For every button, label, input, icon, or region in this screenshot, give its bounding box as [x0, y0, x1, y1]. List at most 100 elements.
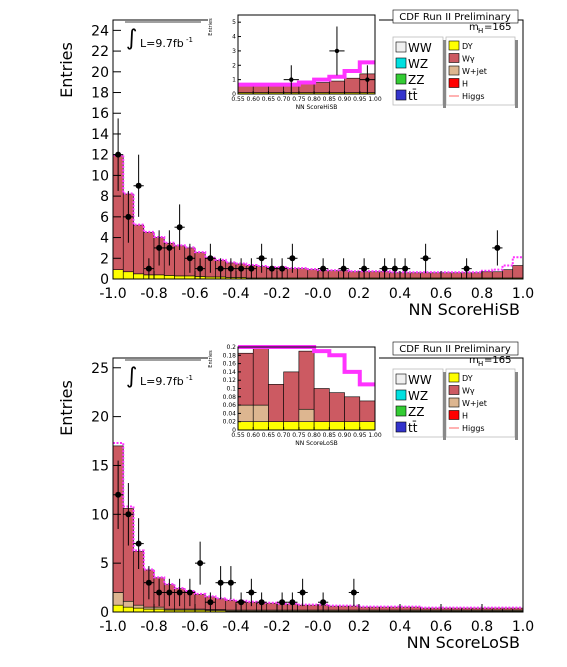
integral-sign-1: ∫: [126, 364, 137, 389]
main-0-xtick-label-0: -1.0: [99, 286, 126, 302]
mass-val-1: =165: [484, 355, 511, 366]
main-1-bar-DY-2: [133, 607, 145, 613]
legend-swatch-1-5: [448, 397, 460, 408]
main-0-xtick-label-1: -0.8: [140, 286, 167, 302]
main-1-point-8: [197, 560, 204, 567]
main-0-xtick-label-2: -0.6: [181, 286, 208, 302]
inset-0-xtick-label-4: 0.75: [292, 96, 306, 103]
lumi-label-0: L=9.7fb: [140, 37, 184, 50]
inset-1-xtick-label-4: 0.75: [292, 432, 306, 439]
inset-1-xtick-label-8: 0.95: [353, 432, 367, 439]
legend-label-0-0: WW: [408, 41, 432, 55]
inset-0-ytick-label-2: 2: [232, 62, 236, 69]
legend-label-0-3: Wγ: [462, 55, 475, 64]
main-1-point-2: [135, 540, 142, 547]
legend-swatch-1-4: [395, 405, 407, 417]
main-0-xtick-label-5: -0.0: [304, 286, 331, 302]
inset-0-ytick-label-1: 1: [232, 77, 236, 84]
inset-0-point-0: [289, 77, 294, 82]
inset-0-point-1: [334, 48, 340, 54]
inset-0-xtick-label-7: 0.90: [338, 96, 352, 103]
main-1-bar-Wγ-19: [307, 604, 319, 611]
main-1-bar-Wγ-8: [194, 594, 206, 610]
inset-1-bar-Wγ-0: [237, 352, 254, 406]
legend-swatch-0-5: [448, 65, 460, 76]
main-1-point-13: [248, 589, 255, 596]
main-0-bar-Wγ-35: [471, 272, 483, 279]
main-0-bar-Wγ-29: [409, 272, 421, 279]
legend-swatch-0-1: [448, 40, 460, 51]
main-0-point-9: [207, 255, 214, 262]
main-1-point-0: [115, 491, 122, 498]
main-1-point-17: [299, 589, 306, 596]
legend-label-1-5: W+jet: [462, 399, 487, 408]
legend-label-0-4: ZZ: [408, 73, 424, 87]
main-1-xtick-label-6: 0.2: [348, 619, 370, 635]
mass-m-0: m: [469, 22, 479, 33]
legend-swatch-1-3: [448, 385, 460, 395]
main-1-bar-Wγ-38: [502, 607, 514, 611]
lumi-sup-0: -1: [186, 36, 193, 44]
inset-0-bar-Wγ-6: [329, 80, 345, 93]
inset-0-xtick-label-1: 0.60: [247, 96, 261, 103]
title-box-1: [392, 341, 519, 356]
main-1-bar-Wγ-36: [481, 607, 493, 611]
main-1-point-18: [320, 599, 327, 606]
inset-1-bar-DY-8: [359, 421, 376, 431]
main-1-ytick-label-1: 5: [100, 556, 109, 572]
main-1-xtick-label-8: 0.6: [430, 619, 452, 635]
main-0-point-6: [176, 224, 183, 231]
inset-0-point-2: [365, 77, 370, 82]
main-1-xtick-label-9: 0.8: [471, 619, 493, 635]
integral-sign-0: ∫: [126, 26, 137, 51]
main-1-point-15: [279, 599, 286, 606]
main-0-xtick-label-6: 0.2: [348, 286, 370, 302]
inset-1-ytick-label-4: 0.08: [223, 394, 237, 401]
main-0-bar-Wγ-21: [327, 270, 339, 279]
main-0-ytick-label-8: 16: [91, 106, 109, 122]
title-box-0: [392, 9, 519, 24]
main-1-bar-Wγ-21: [327, 605, 339, 611]
legend-label-0-2: WZ: [408, 57, 428, 71]
main-1-point-4: [156, 589, 163, 596]
main-0-point-13: [248, 265, 255, 272]
main-0-bar-Wγ-2: [133, 224, 145, 275]
main-1-ytick-label-2: 10: [91, 507, 109, 523]
ylabel-1: Entries: [57, 380, 76, 436]
inset-0-xtick-label-2: 0.65: [262, 96, 276, 103]
main-0-bar-Wγ-32: [440, 272, 452, 279]
lumi-label-1: L=9.7fb: [140, 375, 184, 388]
legend-label-0-7: H: [462, 80, 468, 89]
inset-1-ytick-label-9: 0.18: [223, 352, 237, 359]
inset-1-xtick-label-5: 0.80: [307, 432, 321, 439]
main-0-xtick-label-10: 1.0: [512, 286, 534, 302]
main-0-bar-DY-1: [122, 271, 134, 280]
main-1-xtick-label-7: 0.4: [389, 619, 411, 635]
main-0-bar-Wγ-30: [420, 272, 432, 279]
inset-1-ytick-label-3: 0.06: [223, 402, 237, 409]
inset-0-xtick-label-0: 0.55: [231, 96, 245, 103]
panel-losb: -1.0 -0.8 -0.6 -0.4 -0.2 -0.0 0.2 0.4 0.6 0.8 1.00…: [57, 339, 534, 652]
inset-1-bar-DY-1: [252, 421, 269, 431]
main-0-bar-Wγ-38: [502, 269, 514, 279]
main-0-bar-DY-0: [112, 269, 124, 280]
inset-0-xtick-label-9: 1.00: [368, 96, 382, 103]
main-0-xtick-label-3: -0.4: [222, 286, 249, 302]
legend-label-1-7: H: [462, 412, 468, 421]
main-0-signal-line: [113, 154, 523, 274]
legend-label-1-4: ZZ: [408, 405, 424, 419]
legend-label-1-3: Wγ: [462, 387, 475, 396]
main-0-bar-Wγ-37: [491, 271, 503, 279]
main-0-point-7: [186, 255, 193, 262]
main-0-xtick-label-4: -0.2: [263, 286, 290, 302]
inset-ylabel-1: Entries: [208, 350, 214, 368]
main-0-point-24: [422, 255, 429, 262]
inset-1-ytick-label-8: 0.16: [223, 361, 237, 368]
main-0-point-1: [125, 213, 132, 220]
inset-1-bar-Wγ-6: [329, 392, 345, 422]
legend-label-1-6: tt̄: [408, 421, 418, 435]
main-0-xtick-label-9: 0.8: [471, 286, 493, 302]
main-0-bar-Wγ-25: [368, 271, 380, 279]
legend-right-shadow-1: [515, 372, 518, 440]
main-0-ytick-label-0: 0: [100, 272, 109, 288]
